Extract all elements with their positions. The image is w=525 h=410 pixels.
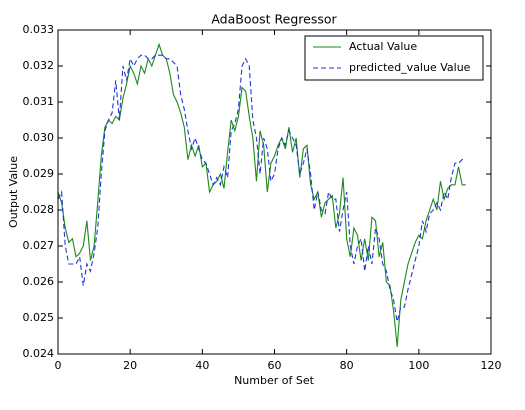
y-tick-label: 0.027	[23, 239, 55, 252]
legend-label: Actual Value	[349, 40, 417, 53]
y-tick-label: 0.026	[23, 275, 55, 288]
chart-title: AdaBoost Regressor	[211, 12, 337, 27]
y-tick-label: 0.033	[23, 23, 55, 36]
x-tick-label: 80	[340, 359, 354, 372]
x-tick-label: 60	[268, 359, 282, 372]
legend-label: predicted_value Value	[349, 61, 471, 74]
plot-frame	[57, 29, 492, 355]
x-tick-label: 40	[195, 359, 209, 372]
x-tick-label: 0	[55, 359, 62, 372]
x-axis-label: Number of Set	[234, 374, 315, 387]
y-axis-label: Output Value	[7, 156, 20, 228]
y-tick-label: 0.031	[23, 95, 55, 108]
x-tick-label: 120	[481, 359, 502, 372]
y-tick-label: 0.028	[23, 203, 55, 216]
y-tick-label: 0.024	[23, 347, 55, 360]
x-tick-label: 100	[408, 359, 429, 372]
x-tick-label: 20	[123, 359, 137, 372]
legend-box	[304, 35, 484, 81]
y-tick-label: 0.032	[23, 59, 55, 72]
y-tick-label: 0.030	[23, 131, 55, 144]
series-line	[57, 54, 466, 322]
series-line	[57, 42, 466, 347]
y-tick-label: 0.025	[23, 311, 55, 324]
y-tick-label: 0.029	[23, 167, 55, 180]
